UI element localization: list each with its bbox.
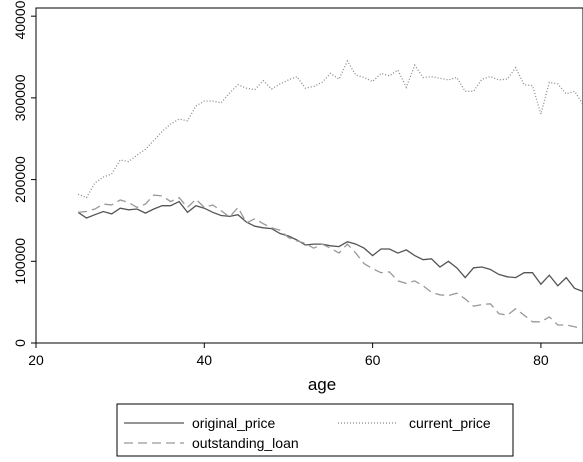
y-tick-label: 0	[12, 339, 28, 347]
y-tick-label: 200000	[12, 156, 28, 203]
legend-label-original-price: original_price	[192, 415, 275, 431]
series-line-outstanding-loan	[78, 194, 583, 330]
x-axis: 20 40 60 80	[28, 343, 549, 368]
x-tick-label: 80	[533, 352, 549, 368]
x-tick-label: 40	[197, 352, 213, 368]
x-tick-label: 20	[28, 352, 44, 368]
y-axis: 0 100000 200000 300000 400000	[12, 0, 36, 347]
legend: original_price current_price outstanding…	[116, 403, 514, 457]
legend-box	[116, 403, 514, 457]
y-tick-label: 100000	[12, 238, 28, 285]
y-tick-label: 300000	[12, 74, 28, 121]
plot-area-frame	[35, 7, 583, 344]
legend-label-current-price: current_price	[409, 415, 491, 431]
y-tick-label: 400000	[12, 0, 28, 40]
x-axis-title: age	[308, 375, 336, 394]
legend-label-outstanding-loan: outstanding_loan	[192, 435, 299, 451]
series-line-current-price	[77, 59, 583, 199]
series-line-original-price	[77, 200, 583, 293]
x-tick-label: 60	[365, 352, 381, 368]
series-layer	[77, 59, 583, 330]
